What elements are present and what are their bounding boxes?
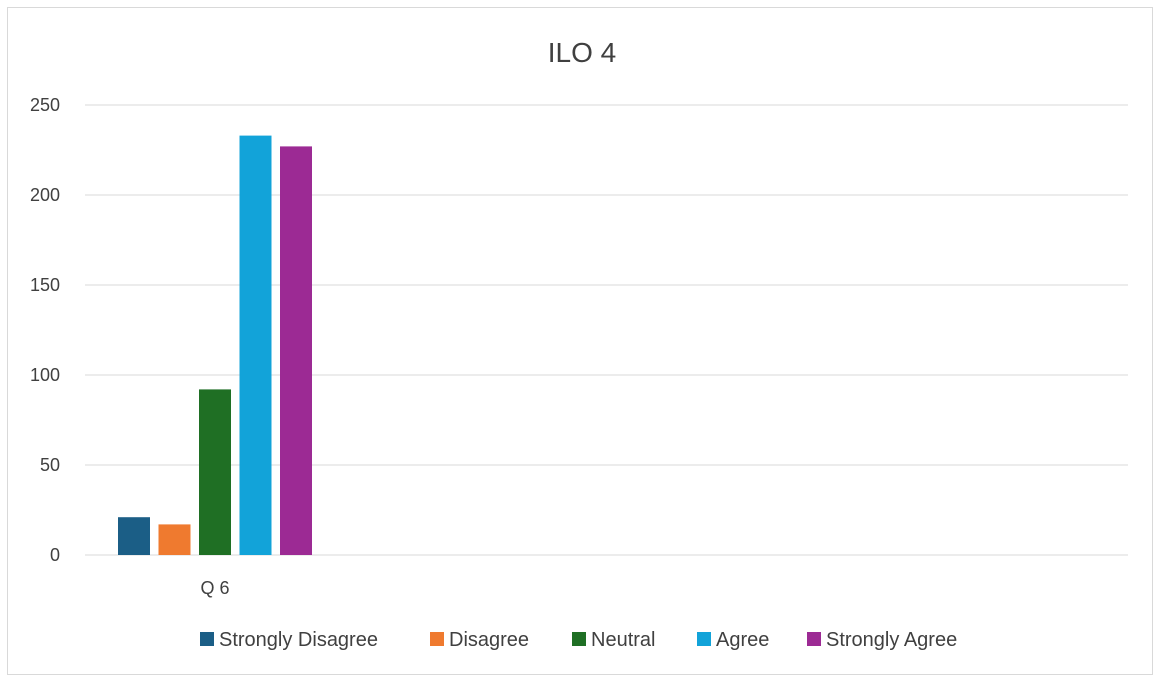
bars <box>118 135 312 555</box>
bar-strongly-agree <box>280 146 312 555</box>
legend: Strongly Disagree Disagree Neutral Agree Str… <box>200 629 957 651</box>
bar-disagree <box>158 524 191 555</box>
legend-swatch <box>430 632 444 646</box>
legend-swatch <box>807 632 821 646</box>
legend-label: Disagree <box>449 629 529 651</box>
y-tick-label: 50 <box>40 455 60 475</box>
y-tick-label: 200 <box>30 185 60 205</box>
y-tick-label: 150 <box>30 275 60 295</box>
legend-swatch <box>572 632 586 646</box>
y-tick-label: 100 <box>30 365 60 385</box>
legend-label: Strongly Disagree <box>219 629 378 651</box>
legend-swatch <box>697 632 711 646</box>
bar-neutral <box>199 389 231 555</box>
legend-label: Neutral <box>591 629 655 651</box>
chart-title: ILO 4 <box>548 37 616 68</box>
y-axis-ticks: 0 50 100 150 200 250 <box>30 95 60 565</box>
y-tick-label: 0 <box>50 545 60 565</box>
legend-label: Agree <box>716 629 769 651</box>
y-tick-label: 250 <box>30 95 60 115</box>
x-tick-label: Q 6 <box>200 578 229 598</box>
legend-swatch <box>200 632 214 646</box>
chart-container <box>7 7 1153 675</box>
x-axis-ticks: Q 6 <box>200 578 229 598</box>
bar-agree <box>239 135 272 555</box>
legend-label: Strongly Agree <box>826 629 957 651</box>
bar-strongly-disagree <box>118 517 150 555</box>
